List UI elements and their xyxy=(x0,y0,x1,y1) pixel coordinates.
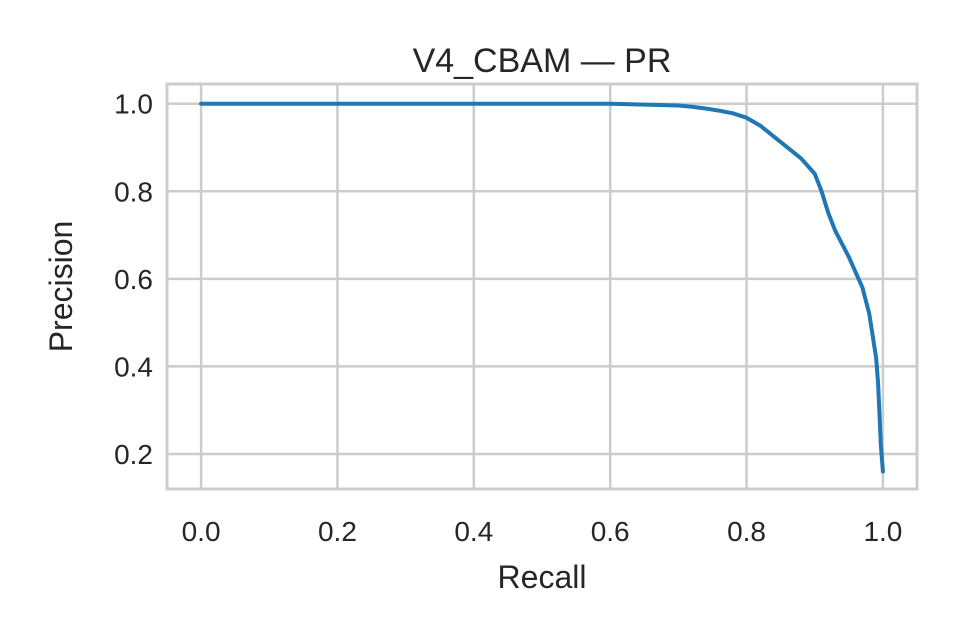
y-tick-label: 0.4 xyxy=(114,351,153,382)
x-tick-label: 0.0 xyxy=(182,516,221,547)
x-tick-label: 0.2 xyxy=(318,516,357,547)
y-tick-label: 0.2 xyxy=(114,439,153,470)
y-tick-label: 0.6 xyxy=(114,264,153,295)
chart-title: V4_CBAM — PR xyxy=(413,42,672,80)
x-tick-label: 0.8 xyxy=(727,516,766,547)
plot-frame xyxy=(165,82,919,491)
x-tick-label: 0.4 xyxy=(454,516,493,547)
y-tick-label: 1.0 xyxy=(114,89,153,120)
pr-curve xyxy=(199,101,885,474)
x-tick-label: 1.0 xyxy=(863,516,902,547)
y-tick-label: 0.8 xyxy=(114,176,153,207)
x-axis-label: Recall xyxy=(498,559,587,595)
series-layer xyxy=(199,101,885,474)
y-axis-label: Precision xyxy=(43,221,79,353)
grid xyxy=(167,84,917,489)
tick-labels: 0.0 0.2 0.4 0.6 0.8 1.0 0.2 0.4 0.6 0.8 1.0 xyxy=(114,89,902,547)
x-tick-label: 0.6 xyxy=(591,516,630,547)
